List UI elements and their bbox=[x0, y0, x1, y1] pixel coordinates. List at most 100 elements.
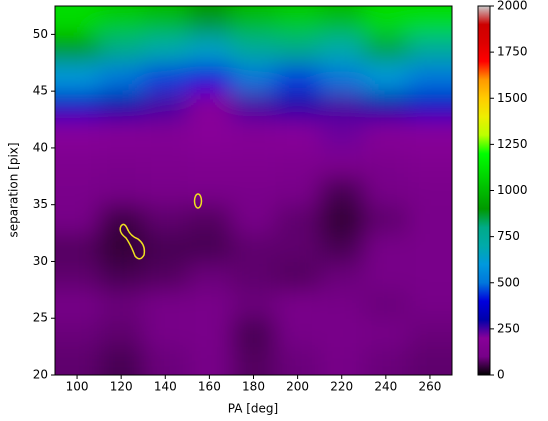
colorbar-tick-label: 1500 bbox=[497, 91, 528, 105]
heat-cell bbox=[363, 147, 409, 177]
heat-cell bbox=[407, 6, 452, 35]
heat-cell bbox=[319, 233, 365, 262]
y-tick-label: 25 bbox=[33, 311, 48, 325]
colorbar bbox=[477, 5, 491, 376]
heat-cell bbox=[407, 91, 452, 121]
heat-cell bbox=[275, 147, 321, 177]
x-tick-label: 200 bbox=[286, 380, 309, 394]
heat-cell bbox=[187, 346, 232, 375]
heat-cell bbox=[99, 318, 144, 348]
colorbar-tick-label: 1750 bbox=[497, 45, 528, 59]
heat-cell bbox=[231, 318, 277, 348]
heat-cell bbox=[143, 204, 188, 234]
heat-cell bbox=[55, 6, 100, 35]
heat-cell bbox=[407, 289, 452, 319]
heat-cell bbox=[319, 34, 365, 64]
heat-cell bbox=[231, 204, 277, 234]
heat-cell bbox=[99, 261, 144, 291]
contours bbox=[119, 193, 203, 260]
heat-cell bbox=[275, 91, 321, 121]
heat-cell bbox=[363, 233, 409, 262]
heat-cell bbox=[275, 261, 321, 291]
heat-cell bbox=[143, 318, 188, 348]
colorbar-tick-label: 1000 bbox=[497, 183, 528, 197]
heat-cell bbox=[363, 346, 409, 375]
heat-cell bbox=[187, 91, 232, 121]
heat-cell bbox=[55, 289, 100, 319]
heat-cell bbox=[99, 289, 144, 319]
heat-cell bbox=[187, 119, 232, 149]
heat-cell bbox=[231, 62, 277, 92]
heat-cell bbox=[231, 233, 277, 262]
x-tick-label: 180 bbox=[242, 380, 265, 394]
heat-cell bbox=[319, 204, 365, 234]
heat-cell bbox=[319, 62, 365, 92]
heat-cell bbox=[275, 62, 321, 92]
heat-cell bbox=[319, 346, 365, 375]
heat-cell bbox=[99, 34, 144, 64]
heat-cell bbox=[55, 204, 100, 234]
heat-cell bbox=[319, 176, 365, 206]
heat-cell bbox=[319, 318, 365, 348]
heat-cell bbox=[187, 34, 232, 64]
heat-cell bbox=[363, 261, 409, 291]
heat-cell bbox=[187, 6, 232, 35]
heat-cell bbox=[319, 6, 365, 35]
y-tick-label: 50 bbox=[33, 27, 48, 41]
heat-cell bbox=[407, 119, 452, 149]
heat-cell bbox=[231, 176, 277, 206]
heat-cell bbox=[99, 204, 144, 234]
heat-cell bbox=[55, 91, 100, 121]
x-tick-label: 240 bbox=[374, 380, 397, 394]
heat-cell bbox=[275, 289, 321, 319]
heat-cell bbox=[55, 62, 100, 92]
heat-cell bbox=[363, 119, 409, 149]
heat-cell bbox=[275, 233, 321, 262]
heat-cell bbox=[143, 62, 188, 92]
heat-cell bbox=[55, 176, 100, 206]
heatmap bbox=[55, 6, 452, 375]
y-tick-label: 40 bbox=[33, 140, 48, 154]
heat-cell bbox=[319, 91, 365, 121]
heat-cell bbox=[231, 34, 277, 64]
x-tick-label: 100 bbox=[66, 380, 89, 394]
heat-cell bbox=[407, 346, 452, 375]
x-tick-label: 140 bbox=[154, 380, 177, 394]
heat-cell bbox=[55, 147, 100, 177]
heat-cell bbox=[99, 91, 144, 121]
colorbar-tick-label: 500 bbox=[497, 275, 520, 289]
heat-cell bbox=[407, 176, 452, 206]
heat-cell bbox=[319, 261, 365, 291]
colorbar-tick-label: 750 bbox=[497, 229, 520, 243]
heat-cell bbox=[363, 204, 409, 234]
heat-cell bbox=[231, 6, 277, 35]
heat-cell bbox=[407, 147, 452, 177]
contour bbox=[193, 193, 203, 209]
heat-cell bbox=[143, 346, 188, 375]
heat-cell bbox=[275, 346, 321, 375]
heat-cell bbox=[99, 176, 144, 206]
heat-cell bbox=[231, 119, 277, 149]
y-tick-label: 20 bbox=[33, 368, 48, 382]
heat-cell bbox=[99, 62, 144, 92]
heat-cell bbox=[363, 62, 409, 92]
heat-cell bbox=[407, 233, 452, 262]
heat-cell bbox=[363, 34, 409, 64]
heat-cell bbox=[275, 318, 321, 348]
heat-cell bbox=[275, 6, 321, 35]
heat-cell bbox=[143, 6, 188, 35]
colorbar-tick-label: 0 bbox=[497, 368, 505, 382]
heat-cell bbox=[363, 176, 409, 206]
heat-cell bbox=[55, 261, 100, 291]
heat-cell bbox=[99, 6, 144, 35]
x-tick-label: 120 bbox=[110, 380, 133, 394]
heat-cell bbox=[143, 34, 188, 64]
heat-cell bbox=[363, 289, 409, 319]
heat-cell bbox=[143, 147, 188, 177]
heat-cell bbox=[143, 176, 188, 206]
heat-cell bbox=[319, 147, 365, 177]
heat-cell bbox=[363, 318, 409, 348]
heat-cell bbox=[55, 34, 100, 64]
heat-cell bbox=[319, 289, 365, 319]
heat-cell bbox=[187, 233, 232, 262]
